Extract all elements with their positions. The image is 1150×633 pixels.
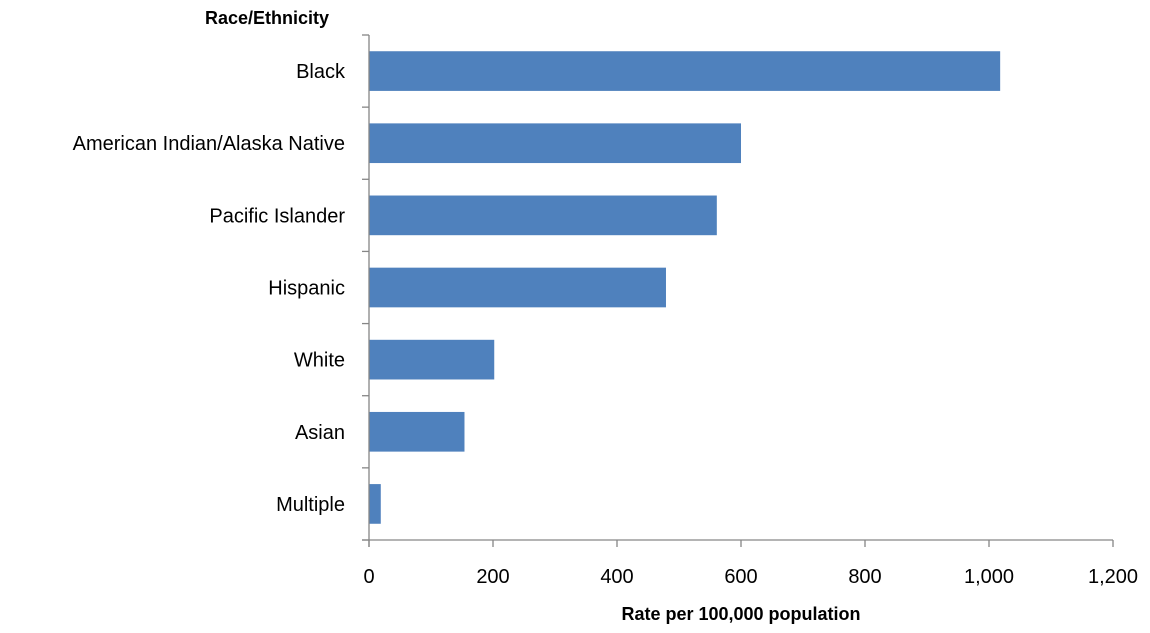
y-axis-title: Race/Ethnicity	[205, 8, 329, 28]
bar-black	[369, 51, 1001, 91]
category-label-american-indian-alaska-native: American Indian/Alaska Native	[73, 133, 345, 155]
x-tick-label: 800	[848, 566, 881, 588]
category-label-multiple: Multiple	[276, 494, 345, 516]
x-axis-ticks: 0 200 400 600 800 1,000 1,200	[363, 540, 1138, 588]
x-tick-label: 0	[363, 566, 374, 588]
category-label-asian: Asian	[295, 422, 345, 444]
bar-asian	[369, 411, 465, 452]
bar-multiple	[369, 484, 381, 524]
category-label-hispanic: Hispanic	[268, 278, 345, 300]
x-tick-label: 200	[476, 566, 509, 588]
x-tick-label: 1,200	[1088, 566, 1138, 588]
bars-group	[369, 51, 1001, 524]
x-tick-label: 400	[600, 566, 633, 588]
category-label-pacific-islander: Pacific Islander	[209, 205, 345, 227]
x-tick-label: 1,000	[964, 566, 1014, 588]
bar-american-indian-alaska-native	[369, 123, 741, 164]
category-labels: Black American Indian/Alaska Native Pacifi…	[73, 61, 346, 516]
category-label-black: Black	[296, 61, 346, 83]
category-label-white: White	[294, 350, 345, 372]
bar-hispanic	[369, 267, 666, 308]
y-axis-ticks	[362, 34, 369, 541]
x-tick-label: 600	[724, 566, 757, 588]
bar-white	[369, 339, 495, 380]
bar-pacific-islander	[369, 195, 717, 236]
x-axis-title: Rate per 100,000 population	[621, 604, 860, 624]
